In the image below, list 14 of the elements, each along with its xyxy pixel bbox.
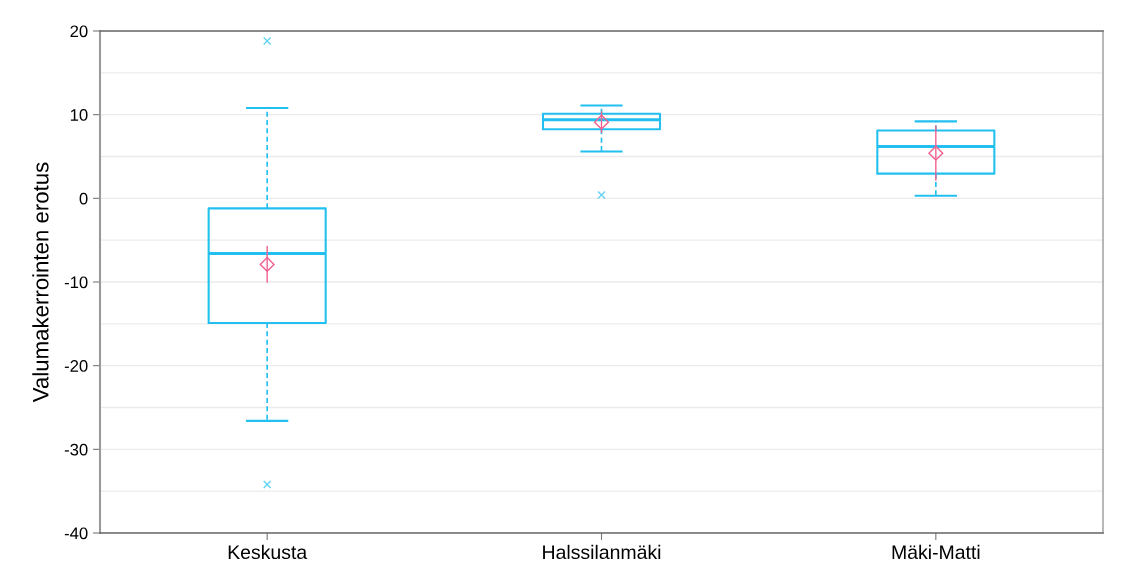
y-axis-title: Valumakerrointen erotus bbox=[32, 162, 49, 403]
y-tick-label: -20 bbox=[64, 360, 88, 372]
point bbox=[593, 114, 610, 130]
x-tick-label: Mäki-Matti bbox=[892, 544, 980, 560]
y-tick-label: 0 bbox=[79, 192, 88, 205]
y-tick-label: -10 bbox=[64, 276, 88, 289]
y-tick-label: -30 bbox=[64, 443, 88, 456]
point bbox=[259, 256, 275, 273]
x-tick-label: Halssilanmäki bbox=[543, 544, 661, 560]
y-tick-label: 10 bbox=[70, 109, 88, 121]
point bbox=[928, 145, 944, 161]
y-tick-label: -40 bbox=[64, 527, 88, 540]
y-tick-label: 20 bbox=[70, 25, 88, 38]
x-tick-label: Keskusta bbox=[228, 544, 308, 560]
